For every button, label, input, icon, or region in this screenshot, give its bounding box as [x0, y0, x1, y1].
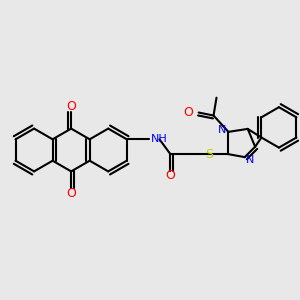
Text: S: S	[205, 148, 213, 161]
Text: O: O	[66, 100, 76, 113]
Text: N: N	[218, 125, 226, 135]
Text: O: O	[184, 106, 193, 119]
Text: O: O	[166, 169, 176, 182]
Text: O: O	[66, 187, 76, 200]
Text: N: N	[246, 155, 255, 165]
Text: NH: NH	[151, 134, 167, 144]
